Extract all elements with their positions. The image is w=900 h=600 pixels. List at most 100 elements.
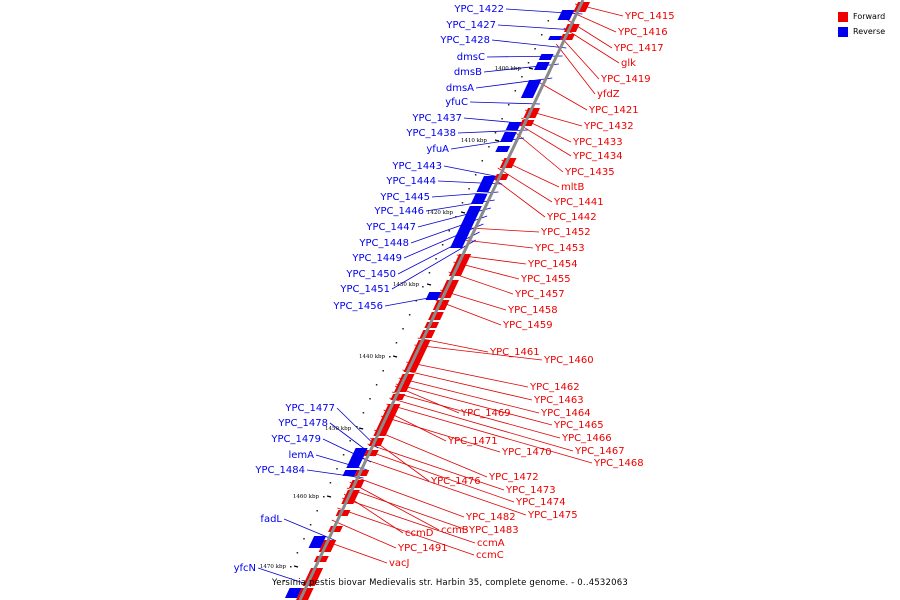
gene-label[interactable]: ccmC [476, 550, 504, 561]
gene-label[interactable]: YPC_1479 [270, 434, 321, 445]
gene-block[interactable] [557, 10, 575, 20]
gene-block[interactable] [284, 588, 302, 598]
gene-block[interactable] [470, 194, 488, 204]
gene-label[interactable]: YPC_1451 [339, 284, 390, 295]
gene-block[interactable] [495, 146, 511, 152]
gene-label[interactable]: YPC_1477 [284, 403, 335, 414]
label-connector [360, 457, 527, 516]
gene-label[interactable]: YPC_1437 [411, 113, 462, 124]
gene-label[interactable]: YPC_1434 [572, 151, 623, 162]
gene-label[interactable]: mltB [561, 182, 584, 193]
gene-label[interactable]: YPC_1432 [583, 121, 634, 132]
gene-label[interactable]: YPC_1476 [430, 476, 481, 487]
gene-label[interactable]: ccmA [477, 538, 505, 549]
gene-label[interactable]: YPC_1441 [553, 197, 604, 208]
label-connector [492, 177, 546, 218]
gene-block[interactable] [460, 216, 478, 226]
gene-label[interactable]: YPC_1464 [540, 408, 591, 419]
gene-label[interactable]: YPC_1448 [358, 238, 409, 249]
gene-label[interactable]: YPC_1444 [385, 176, 436, 187]
minor-mark [441, 244, 444, 246]
gene-label[interactable]: YPC_1471 [447, 436, 498, 447]
gene-label[interactable]: yfuA [426, 144, 449, 155]
gene-label[interactable]: YPC_1475 [527, 510, 578, 521]
gene-label[interactable]: YPC_1455 [520, 274, 571, 285]
gene-block[interactable] [505, 122, 522, 130]
gene-label[interactable]: yfcN [234, 563, 256, 574]
gene-block[interactable] [533, 62, 550, 70]
gene-label[interactable]: YPC_1470 [501, 447, 552, 458]
gene-label[interactable]: dmsA [446, 83, 474, 94]
gene-label[interactable]: YPC_1468 [593, 458, 644, 469]
gene-block[interactable] [425, 292, 442, 300]
gene-label[interactable]: ccmB [441, 525, 469, 536]
gene-label[interactable]: YPC_1422 [453, 4, 504, 15]
gene-label[interactable]: YPC_1463 [533, 395, 584, 406]
gene-label[interactable]: glk [621, 58, 636, 69]
gene-label[interactable]: yfdZ [597, 89, 620, 100]
gene-block[interactable] [500, 132, 517, 142]
gene-label[interactable]: YPC_1474 [515, 497, 566, 508]
gene-label[interactable]: YPC_1450 [345, 269, 396, 280]
gene-label[interactable]: YPC_1484 [254, 465, 305, 476]
gene-block[interactable] [476, 176, 496, 192]
gene-label[interactable]: YPC_1459 [502, 320, 553, 331]
gene-label[interactable]: fadL [260, 514, 282, 525]
gene-label[interactable]: YPC_1419 [600, 74, 651, 85]
gene-label[interactable]: lemA [288, 450, 314, 461]
gene-label[interactable]: YPC_1460 [543, 355, 594, 366]
gene-label[interactable]: YPC_1462 [529, 382, 580, 393]
gene-label[interactable]: YPC_1483 [468, 525, 519, 536]
gene-label[interactable]: YPC_1416 [617, 27, 668, 38]
gene-label[interactable]: YPC_1478 [277, 418, 328, 429]
gene-label[interactable]: YPC_1433 [572, 137, 623, 148]
gene-label[interactable]: YPC_1415 [624, 11, 675, 22]
gene-label[interactable]: YPC_1454 [527, 259, 578, 270]
gene-block[interactable] [538, 54, 554, 60]
gene-block[interactable] [548, 36, 563, 40]
gene-label[interactable]: YPC_1469 [460, 408, 511, 419]
gene-label[interactable]: YPC_1461 [489, 347, 540, 358]
gene-label[interactable]: YPC_1417 [613, 43, 664, 54]
gene-label[interactable]: dmsB [454, 67, 482, 78]
gene-label[interactable]: YPC_1442 [546, 212, 597, 223]
gene-label[interactable]: YPC_1445 [379, 192, 430, 203]
gene-label[interactable]: YPC_1428 [439, 35, 490, 46]
gene-label[interactable]: YPC_1453 [534, 243, 585, 254]
gene-label[interactable]: YPC_1446 [373, 206, 424, 217]
gene-label[interactable]: YPC_1457 [514, 289, 565, 300]
gene-label[interactable]: YPC_1447 [365, 222, 416, 233]
legend-forward[interactable]: Forward [838, 9, 885, 24]
gene-label[interactable]: YPC_1467 [574, 446, 625, 457]
gene-label[interactable]: YPC_1427 [445, 20, 496, 31]
gene-block[interactable] [520, 80, 542, 98]
gene-block[interactable] [308, 536, 327, 548]
gene-label[interactable]: YPC_1466 [561, 433, 612, 444]
label-connector [497, 24, 575, 31]
legend-reverse[interactable]: Reverse [838, 24, 885, 39]
gene-label[interactable]: YPC_1435 [564, 167, 615, 178]
gene-label[interactable]: YPC_1421 [588, 105, 639, 116]
gene-label[interactable]: YPC_1449 [351, 253, 402, 264]
gene-block[interactable] [350, 448, 368, 458]
gene-label[interactable]: YPC_1456 [332, 301, 383, 312]
gene-block[interactable] [346, 456, 364, 468]
gene-label[interactable]: dmsC [457, 52, 485, 63]
gene-label[interactable]: yfuC [445, 97, 468, 108]
gene-label[interactable]: YPC_1491 [397, 543, 448, 554]
gene-label[interactable]: YPC_1443 [391, 161, 442, 172]
gene-label[interactable]: vacJ [389, 558, 410, 569]
gene-label[interactable]: YPC_1472 [488, 472, 539, 483]
gene-block[interactable] [455, 226, 473, 236]
gene-label[interactable]: YPC_1473 [505, 485, 556, 496]
gene-label[interactable]: YPC_1438 [405, 128, 456, 139]
gene-block[interactable] [465, 206, 482, 216]
label-connector [414, 344, 543, 361]
gene-label[interactable]: YPC_1465 [553, 420, 604, 431]
gene-label[interactable]: YPC_1482 [465, 512, 516, 523]
gene-label[interactable]: YPC_1458 [507, 305, 558, 316]
gene-label[interactable]: ccmD [405, 528, 434, 539]
gene-label[interactable]: YPC_1452 [540, 227, 591, 238]
gene-block[interactable] [450, 234, 469, 248]
gene-block[interactable] [342, 470, 358, 476]
